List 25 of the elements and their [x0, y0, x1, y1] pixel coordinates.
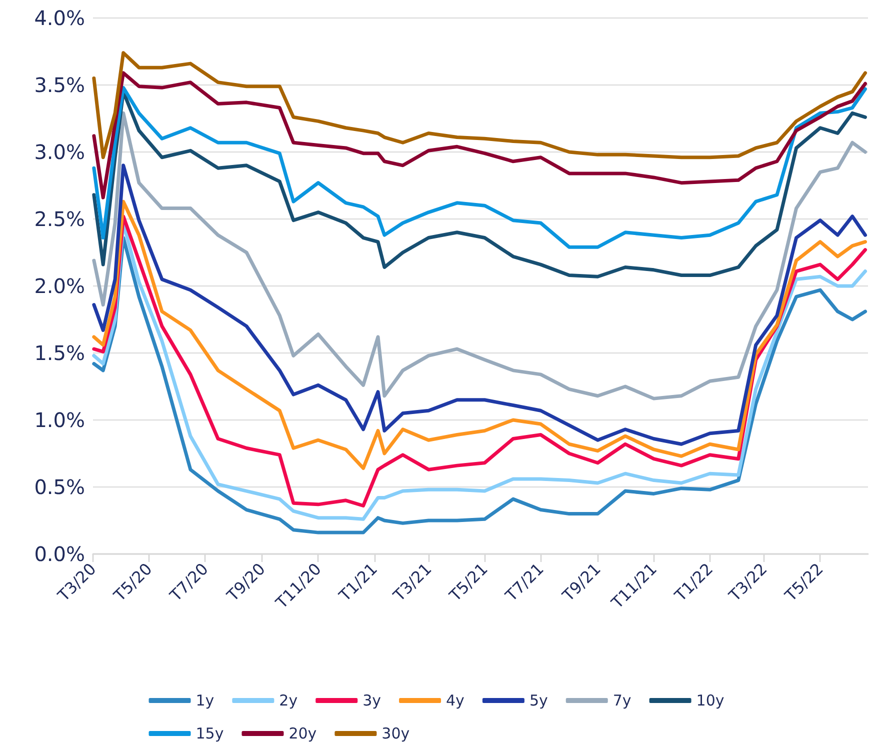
legend-label: 4y — [446, 692, 465, 710]
legend-label: 10y — [696, 692, 724, 710]
legend-label: 15y — [196, 724, 224, 742]
line-series — [92, 164, 867, 446]
y-tick-label: 2.5% — [34, 207, 85, 231]
line-series — [92, 111, 867, 400]
legend-label: 7y — [612, 692, 632, 710]
y-tick-label: 1.0% — [34, 408, 85, 432]
legend-label: 30y — [382, 724, 410, 742]
y-tick-label: 3.0% — [34, 140, 85, 164]
legend-label: 3y — [362, 692, 382, 710]
legend-label: 1y — [196, 692, 214, 710]
legend-label: 2y — [279, 692, 298, 710]
line-series — [92, 51, 867, 160]
y-tick-label: 3.5% — [34, 73, 85, 97]
y-tick-label: 4.0% — [34, 6, 85, 30]
line-series — [92, 200, 867, 470]
legend-label: 20y — [288, 724, 317, 742]
y-tick-label: 0.0% — [34, 542, 85, 566]
y-tick-label: 1.5% — [34, 341, 85, 365]
legend-label: 5y — [529, 692, 548, 710]
line-series — [92, 86, 867, 249]
y-tick-label: 2.0% — [34, 274, 85, 298]
y-tick-label: 0.5% — [34, 475, 85, 499]
line-series — [92, 71, 867, 200]
